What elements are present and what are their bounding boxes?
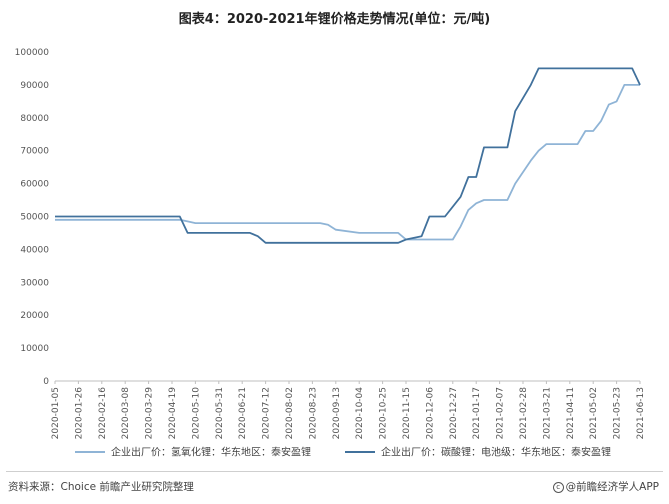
x-tick-label: 2020-10-25: [379, 387, 389, 439]
x-tick-label: 2020-12-27: [449, 387, 459, 439]
x-tick-label: 2020-01-05: [51, 387, 61, 439]
y-tick-label: 60000: [20, 180, 49, 190]
x-tick-label: 2020-03-08: [121, 387, 131, 440]
x-tick-label: 2020-03-29: [145, 387, 155, 440]
x-tick-label: 2020-08-23: [308, 387, 318, 439]
series-line-1: [55, 84, 640, 241]
x-tick-label: 2021-04-11: [566, 387, 576, 439]
x-tick-label: 2020-05-10: [191, 387, 201, 440]
x-tick-label: 2021-03-21: [542, 387, 552, 439]
y-tick-label: 30000: [20, 278, 49, 288]
copyright-circle-icon: c: [552, 481, 564, 493]
y-tick-label: 20000: [20, 311, 49, 321]
x-tick-label: 2021-01-17: [472, 387, 482, 439]
y-tick-labels: 0 10000 20000 30000 40000 50000 60000 70000 8000…: [15, 48, 50, 387]
footer-divider: [6, 471, 663, 472]
y-tick-label: 90000: [20, 81, 49, 91]
brand-credit: c @前瞻经济学人APP: [552, 474, 659, 500]
x-tick-label: 2020-09-13: [332, 387, 342, 439]
y-tick-label: 50000: [20, 213, 49, 223]
x-tick-label: 2021-05-02: [589, 387, 599, 439]
x-tick-label: 2020-11-15: [402, 387, 412, 439]
legend-label: 企业出厂价：氢氧化锂：华东地区：泰安盈锂: [111, 446, 311, 459]
x-tick-label: 2020-10-04: [355, 387, 365, 440]
x-tick-label: 2020-01-26: [74, 387, 84, 440]
x-tick-label: 2021-06-13: [636, 387, 646, 439]
series-line-2: [55, 67, 641, 244]
brand-label: @前瞻经济学人APP: [565, 481, 659, 493]
y-tick-label: 0: [43, 377, 49, 387]
source-note: 资料来源：Choice 前瞻产业研究院整理: [8, 481, 194, 493]
y-tick-label: 70000: [20, 147, 49, 157]
x-tick-label: 2021-02-07: [496, 387, 506, 439]
legend-label: 企业出厂价：碳酸锂：电池级：华东地区：泰安盈锂: [381, 446, 611, 459]
x-tick-label: 2021-05-23: [613, 387, 623, 439]
chart-title: 图表4：2020-2021年锂价格走势情况(单位：元/吨): [178, 12, 491, 27]
x-tick-label: 2020-08-02: [285, 387, 295, 439]
y-tick-label: 80000: [20, 114, 49, 124]
x-tick-label: 2020-07-12: [262, 387, 272, 439]
line-chart: 0 10000 20000 30000 40000 50000 60000 70000 8000…: [15, 48, 646, 459]
legend: 企业出厂价：氢氧化锂：华东地区：泰安盈锂 企业出厂价：碳酸锂：电池级：华东地区：泰…: [75, 446, 611, 459]
x-tick-label: 2020-12-06: [425, 387, 435, 440]
y-tick-label: 10000: [20, 344, 49, 354]
x-tick-label: 2020-04-19: [168, 387, 178, 440]
x-tick-label: 2020-02-16: [98, 387, 108, 440]
x-tick-label: 2020-05-31: [215, 387, 225, 439]
x-tick-label: 2020-06-21: [238, 387, 248, 439]
y-tick-label: 40000: [20, 245, 49, 255]
x-tick-label: 2021-02-28: [519, 387, 529, 440]
x-tick-labels: 2020-01-05 2020-01-26 2020-02-16 2020-03-08…: [51, 381, 646, 439]
series-lines: [55, 67, 641, 244]
y-tick-label: 100000: [15, 48, 50, 58]
